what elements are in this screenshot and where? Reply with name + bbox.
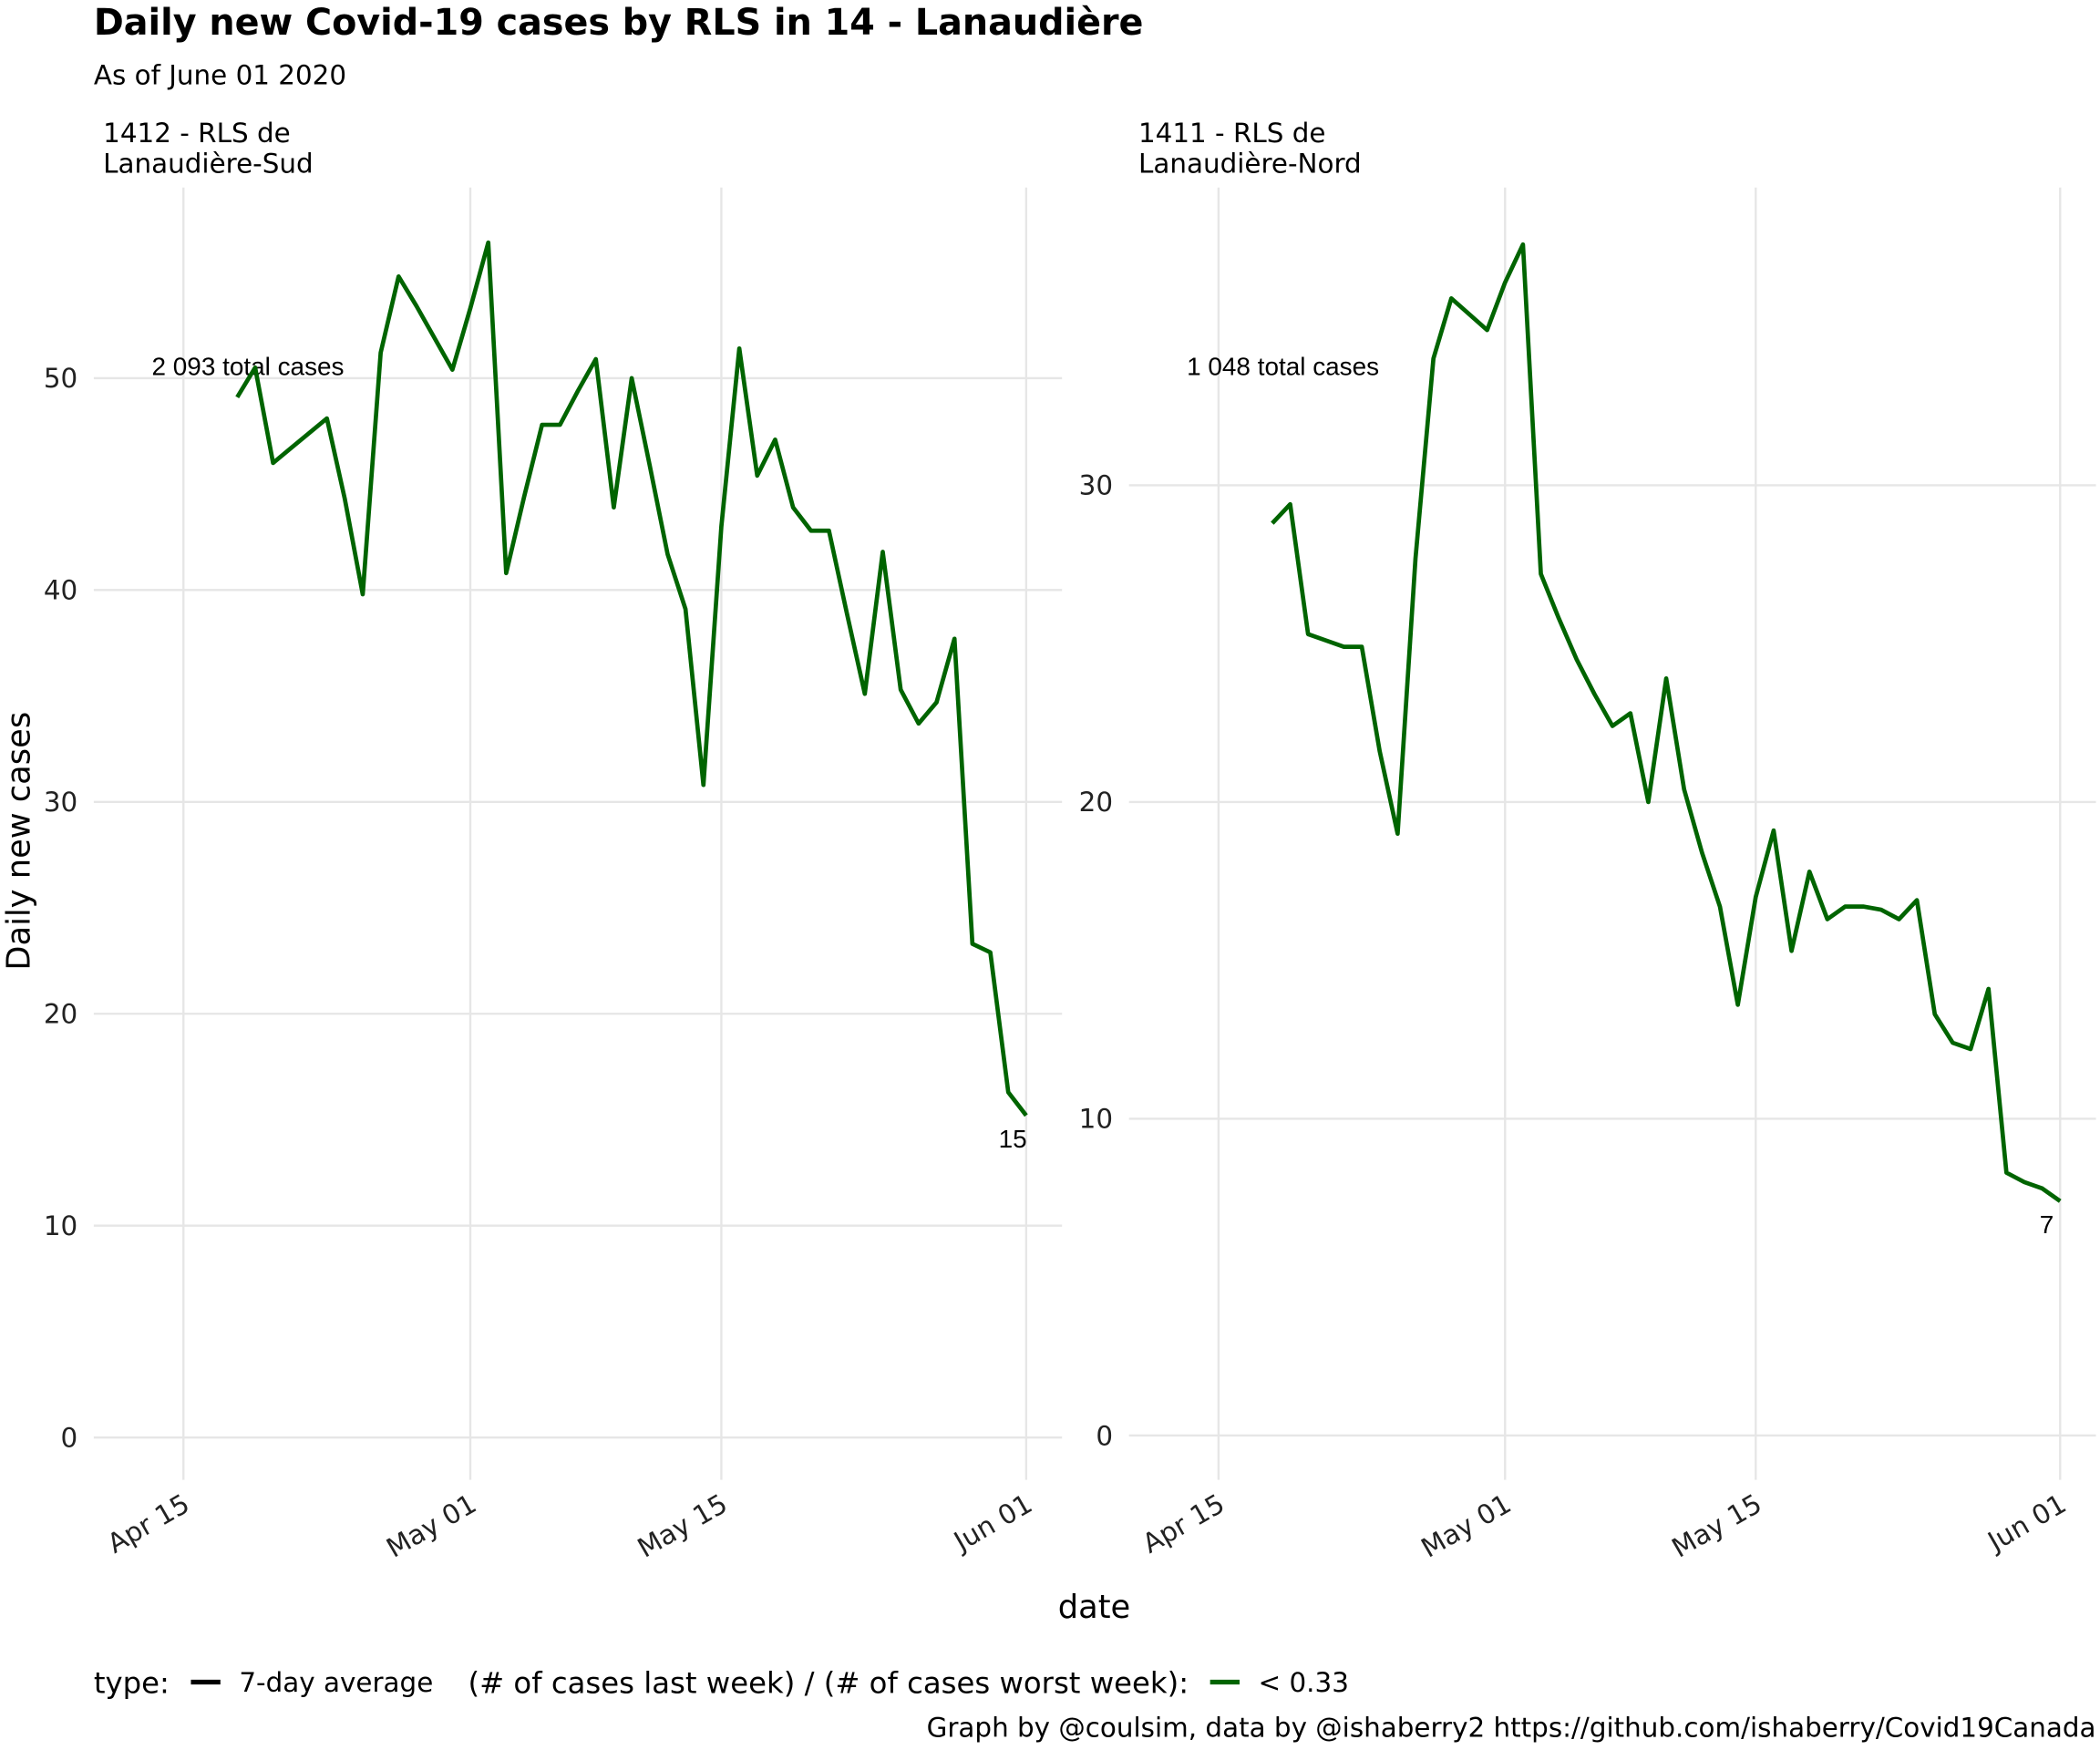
y-tick-label: 10	[44, 1210, 77, 1241]
facet-title: Lanaudière-Sud	[103, 149, 314, 180]
x-tick-label: May 15	[1667, 1488, 1767, 1564]
y-tick-label: 0	[61, 1422, 78, 1453]
facet-title: Lanaudière-Nord	[1138, 149, 1362, 180]
y-tick-label: 40	[44, 575, 77, 606]
annotation: 1 048 total cases	[1187, 352, 1379, 380]
line	[235, 240, 1028, 1117]
x-tick-label: Jun 01	[1982, 1488, 2072, 1559]
y-tick-label: 30	[1079, 470, 1113, 501]
facet-title: 1411 - RLS de	[1138, 118, 1326, 149]
x-tick-label: Apr 15	[102, 1488, 194, 1560]
x-tick-label: May 01	[381, 1488, 481, 1564]
y-axis-label: Daily new cases	[0, 712, 37, 971]
legend-title: type:	[94, 1665, 170, 1700]
facet-title: 1412 - RLS de	[103, 118, 291, 149]
x-tick-label: May 15	[633, 1488, 733, 1564]
chart-title: Daily new Covid-19 cases by RLS in 14 - …	[94, 2, 1144, 44]
legend-title: (# of cases last week) / (# of cases wor…	[468, 1665, 1189, 1700]
y-tick-label: 10	[1079, 1104, 1113, 1135]
caption: Graph by @coulsim, data by @ishaberry2 h…	[927, 1713, 2096, 1744]
y-tick-label: 0	[1096, 1420, 1113, 1451]
value-label: 15	[999, 1125, 1027, 1153]
x-axis-label: date	[1058, 1589, 1131, 1626]
y-tick-label: 20	[1079, 787, 1113, 818]
value-label: 7	[2040, 1210, 2054, 1239]
x-tick-label: May 01	[1416, 1488, 1517, 1564]
y-tick-label: 30	[44, 787, 77, 818]
chart-subtitle: As of June 01 2020	[94, 60, 346, 91]
legend-label: 7-day average	[239, 1667, 433, 1698]
line	[1271, 242, 2062, 1203]
legend-label: < 0.33	[1259, 1667, 1349, 1698]
x-tick-label: Jun 01	[947, 1488, 1037, 1559]
y-tick-label: 50	[44, 363, 77, 394]
x-tick-label: Apr 15	[1138, 1488, 1230, 1560]
y-tick-label: 20	[44, 999, 77, 1030]
